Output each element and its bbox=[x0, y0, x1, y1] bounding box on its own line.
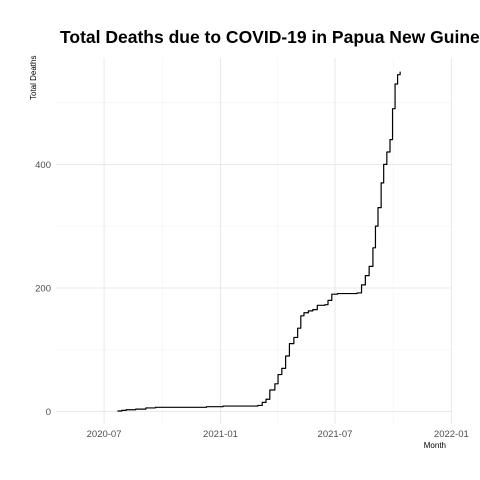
grid-minor-lines bbox=[56, 58, 452, 424]
y-axis-label: Total Deaths bbox=[29, 56, 38, 100]
x-tick-label: 2020-07 bbox=[87, 429, 122, 440]
x-axis-label: Month bbox=[424, 441, 446, 450]
series-line-total-deaths bbox=[117, 71, 401, 412]
y-axis-tick-labels: 0 200 400 bbox=[35, 160, 51, 418]
y-tick-label: 0 bbox=[46, 407, 51, 418]
y-tick-label: 200 bbox=[35, 283, 51, 294]
x-tick-label: 2022-01 bbox=[434, 429, 469, 440]
x-tick-label: 2021-01 bbox=[203, 429, 238, 440]
x-axis-tick-labels: 2020-07 2021-01 2021-07 2022-01 bbox=[87, 429, 469, 440]
chart-title: Total Deaths due to COVID-19 in Papua Ne… bbox=[60, 27, 480, 47]
x-tick-label: 2021-07 bbox=[318, 429, 353, 440]
y-tick-label: 400 bbox=[35, 160, 51, 171]
